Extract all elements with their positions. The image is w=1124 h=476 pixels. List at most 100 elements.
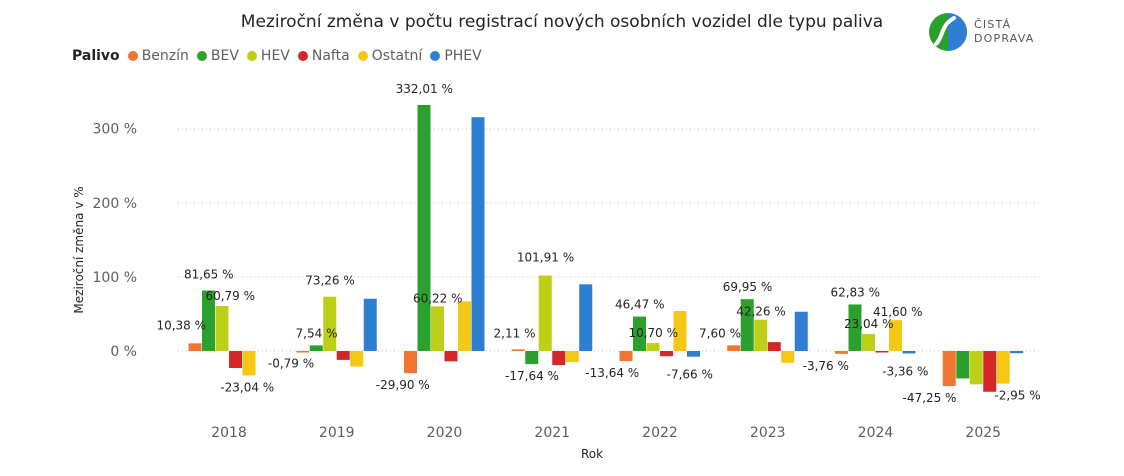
bar-phev-2019[interactable] (363, 298, 377, 351)
bar-nafta-2020[interactable] (444, 351, 458, 362)
bar-phev-2023[interactable] (794, 311, 808, 351)
data-label: -13,64 % (585, 366, 639, 380)
y-tick-label: 0 % (110, 344, 137, 360)
legend-swatch (127, 51, 138, 61)
bar-ostatní-2024[interactable] (889, 320, 902, 351)
legend-item-nafta[interactable]: Nafta (297, 48, 350, 64)
data-label: -23,04 % (220, 380, 274, 394)
data-label: 101,91 % (517, 250, 574, 264)
logo-text: ČISTÁ DOPRAVA (974, 18, 1035, 46)
bars (188, 104, 1024, 392)
x-tick-label: 2018 (211, 425, 247, 441)
y-axis-title: Meziroční změna v % (72, 186, 86, 313)
bar-hev-2022[interactable] (646, 343, 660, 351)
legend-item-phev[interactable]: PHEV (430, 48, 482, 64)
bar-hev-2021[interactable] (538, 275, 552, 351)
data-label: 41,60 % (873, 305, 923, 319)
x-axis-ticks: 2018 2019 2020 2021 2022 2023 2024 2025 (211, 425, 1001, 441)
x-tick-label: 2023 (750, 425, 786, 441)
data-label: -3,36 % (882, 364, 928, 378)
bar-hev-2019[interactable] (323, 296, 337, 351)
bar-benzín-2022[interactable] (619, 351, 633, 362)
bar-bev-2021[interactable] (525, 351, 539, 365)
x-tick-label: 2025 (965, 425, 1001, 441)
legend-item-bev[interactable]: BEV (196, 48, 239, 64)
data-label: 10,38 % (156, 318, 206, 332)
data-label: -29,90 % (376, 378, 430, 392)
y-tick-label: 300 % (93, 122, 137, 138)
legend: Palivo Benzín BEV HEV Nafta Ostatní PHEV (72, 48, 490, 64)
bar-ostatní-2023[interactable] (781, 351, 795, 363)
bar-bev-2019[interactable] (309, 345, 323, 351)
x-axis-title: Rok (581, 447, 603, 461)
data-label: 42,26 % (736, 305, 786, 319)
legend-label: Nafta (311, 48, 350, 64)
data-label: -47,25 % (903, 391, 957, 405)
bar-nafta-2024[interactable] (875, 351, 889, 353)
bar-benzín-2023[interactable] (727, 345, 741, 351)
bar-phev-2024[interactable] (902, 351, 916, 354)
bar-ostatní-2020[interactable] (458, 301, 471, 351)
data-label: 332,01 % (396, 82, 453, 96)
y-axis-ticks: 0 % 100 % 200 % 300 % (93, 122, 137, 360)
bar-phev-2022[interactable] (687, 351, 700, 357)
bar-hev-2020[interactable] (431, 306, 444, 351)
bar-bev-2018[interactable] (202, 290, 215, 351)
bar-hev-2024[interactable] (862, 333, 875, 351)
legend-item-hev[interactable]: HEV (246, 48, 290, 64)
x-tick-label: 2024 (858, 425, 894, 441)
x-tick-label: 2019 (319, 425, 355, 441)
data-label: 69,95 % (723, 280, 773, 294)
legend-label: Benzín (141, 48, 189, 64)
x-tick-label: 2021 (534, 425, 570, 441)
bar-ostatní-2018[interactable] (242, 351, 256, 376)
data-label: 62,83 % (830, 285, 880, 299)
bar-bev-2025[interactable] (956, 351, 970, 379)
bar-nafta-2023[interactable] (767, 342, 781, 351)
bar-benzín-2024[interactable] (835, 351, 848, 354)
legend-swatch (297, 51, 308, 61)
bar-bev-2020[interactable] (417, 104, 431, 351)
data-label: 7,54 % (296, 326, 338, 340)
bar-benzín-2019[interactable] (296, 351, 310, 353)
bar-ostatní-2021[interactable] (565, 351, 579, 363)
y-tick-label: 100 % (93, 270, 137, 286)
bar-hev-2018[interactable] (215, 305, 229, 351)
data-label: 2,11 % (494, 326, 536, 340)
bar-phev-2021[interactable] (579, 284, 593, 351)
legend-label: PHEV (444, 48, 482, 64)
bar-ostatní-2019[interactable] (350, 351, 364, 367)
bar-nafta-2022[interactable] (660, 351, 673, 357)
legend-label: BEV (210, 48, 239, 64)
bar-ostatní-2025[interactable] (996, 351, 1010, 384)
bar-benzín-2021[interactable] (511, 349, 525, 351)
legend-label: HEV (260, 48, 290, 64)
data-label: -3,76 % (803, 359, 849, 373)
data-label: 81,65 % (184, 267, 234, 281)
bar-nafta-2019[interactable] (336, 351, 350, 360)
bar-hev-2025[interactable] (969, 351, 983, 385)
legend-swatch (357, 51, 368, 61)
bar-benzín-2025[interactable] (942, 351, 956, 387)
bar-hev-2023[interactable] (754, 319, 768, 351)
chart-title: Meziroční změna v počtu registrací novýc… (240, 12, 884, 32)
legend-item-benzin[interactable]: Benzín (127, 48, 189, 64)
data-label: -17,64 % (505, 369, 559, 383)
bar-bev-2023[interactable] (740, 299, 754, 351)
bar-phev-2020[interactable] (471, 117, 485, 351)
legend-label: Ostatní (371, 48, 423, 64)
bar-benzín-2018[interactable] (188, 343, 202, 351)
bar-bev-2022[interactable] (633, 316, 646, 351)
bar-nafta-2021[interactable] (552, 351, 566, 366)
legend-item-ostatni[interactable]: Ostatní (357, 48, 423, 64)
bar-ostatní-2022[interactable] (673, 310, 687, 351)
bar-bev-2024[interactable] (848, 304, 862, 351)
data-label: 60,22 % (413, 291, 463, 305)
bar-nafta-2025[interactable] (983, 351, 997, 392)
data-label: 10,70 % (628, 326, 678, 340)
bar-phev-2025[interactable] (1010, 351, 1024, 354)
bar-nafta-2018[interactable] (229, 351, 242, 369)
y-tick-label: 200 % (93, 196, 137, 212)
bar-benzín-2020[interactable] (404, 351, 417, 374)
